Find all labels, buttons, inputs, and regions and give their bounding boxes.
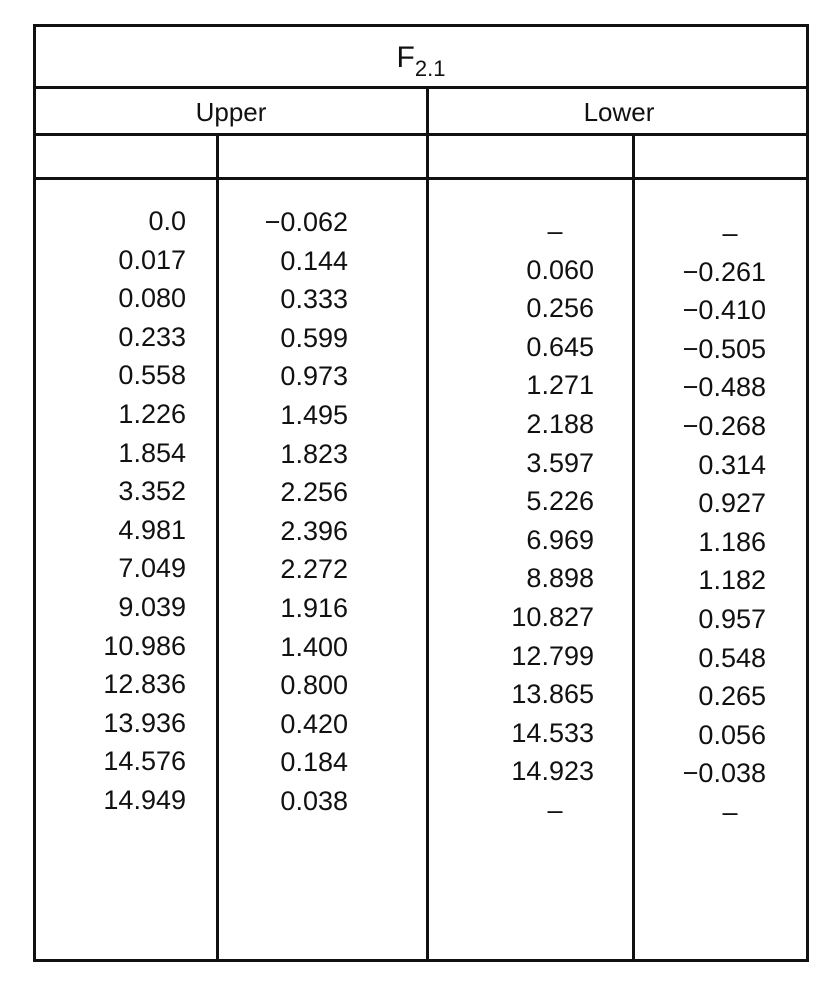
- table-cell: 13.936: [103, 707, 186, 738]
- table-cell: 0.333: [280, 284, 348, 315]
- table-cell: 5.226: [526, 486, 594, 517]
- table-cell: 2.272: [280, 554, 348, 585]
- table-cell: –: [722, 218, 738, 248]
- table-cell: 0.060: [526, 254, 594, 285]
- table-cell: 7.049: [118, 553, 186, 584]
- upper-col-2: −0.062 0.144 0.333 0.599 0.973 1.495 1.823 2.25…: [232, 203, 348, 821]
- table-cell: 0.927: [698, 488, 766, 519]
- table-cell: −0.038: [682, 758, 766, 789]
- table-cell: 4.981: [118, 514, 186, 545]
- table-cell: 0.056: [698, 719, 766, 750]
- table-cell: 0.038: [280, 785, 348, 816]
- table-cell: 3.597: [526, 447, 594, 478]
- table-cell: 0.080: [118, 283, 186, 314]
- table-cell: 14.576: [103, 746, 186, 777]
- table-cell: –: [547, 216, 563, 246]
- table-cell: 1.916: [280, 592, 348, 623]
- table-cell: 0.017: [118, 244, 186, 275]
- column-divider: [632, 133, 635, 959]
- table-cell: 2.396: [280, 515, 348, 546]
- title-subscript: 2.1: [414, 56, 446, 81]
- table-cell: 0.558: [118, 360, 186, 391]
- table-cell: 1.226: [118, 398, 186, 429]
- table-cell: 6.969: [526, 524, 594, 555]
- table-cell: 3.352: [118, 476, 186, 507]
- table-cell: 2.188: [526, 408, 594, 439]
- table-cell: 12.836: [103, 669, 186, 700]
- table-cell: 0.420: [280, 708, 348, 739]
- table-cell: −0.261: [682, 256, 766, 287]
- table-cell: 2.256: [280, 477, 348, 508]
- lower-col-1: – 0.060 0.256 0.645 1.271 2.188 3.597 5.226 6.96…: [476, 212, 594, 830]
- table-cell: 0.957: [698, 603, 766, 634]
- table-cell: 0.548: [698, 642, 766, 673]
- table-cell: 0.0: [148, 206, 186, 236]
- table-cell: 10.986: [103, 630, 186, 661]
- table-cell: 10.827: [511, 601, 594, 632]
- lower-col-2: – −0.261 −0.410 −0.505 −0.488 −0.268 0.314 0.92…: [654, 214, 766, 832]
- table-cell: 0.265: [698, 681, 766, 712]
- table-cell: −0.268: [682, 410, 766, 441]
- table-cell: 8.898: [526, 563, 594, 594]
- upper-col-1: 0.0 0.017 0.080 0.233 0.558 1.226 1.854 3.352 4.…: [56, 202, 186, 820]
- data-table: F2.1 Upper Lower 0.0 0.017 0.080 0.233 0.558…: [33, 24, 809, 962]
- table-cell: 9.039: [118, 591, 186, 622]
- table-cell: 14.923: [511, 756, 594, 787]
- table-cell: 14.949: [103, 784, 186, 815]
- table-cell: 1.823: [280, 438, 348, 469]
- table-cell: 0.144: [280, 245, 348, 276]
- divider: [36, 177, 806, 180]
- table-cell: 0.314: [698, 449, 766, 480]
- table-cell: −0.488: [682, 372, 766, 403]
- table-cell: −0.062: [264, 207, 348, 237]
- table-cell: 1.495: [280, 399, 348, 430]
- table-cell: 1.186: [698, 526, 766, 557]
- table-cell: 0.800: [280, 670, 348, 701]
- table-cell: 0.645: [526, 331, 594, 362]
- table-cell: 14.533: [511, 717, 594, 748]
- table-cell: 0.599: [280, 322, 348, 353]
- header-upper: Upper: [195, 97, 267, 127]
- table-cell: 1.854: [118, 437, 186, 468]
- table-cell: 1.182: [698, 565, 766, 596]
- table-cell: 12.799: [511, 640, 594, 671]
- table-cell: 1.400: [280, 631, 348, 662]
- table-title: F2.1: [36, 27, 806, 87]
- divider: [36, 86, 806, 89]
- table-cell: –: [722, 796, 738, 827]
- table-cell: 0.256: [526, 293, 594, 324]
- table-cell: 0.184: [280, 747, 348, 778]
- table-cell: −0.505: [682, 333, 766, 364]
- divider: [36, 133, 806, 136]
- table-cell: 0.233: [118, 321, 186, 352]
- header-lower: Lower: [583, 97, 655, 127]
- title-symbol: F: [396, 41, 415, 74]
- table-cell: −0.410: [682, 295, 766, 326]
- table-cell: 0.973: [280, 361, 348, 392]
- column-divider: [426, 86, 429, 959]
- table-cell: 1.271: [526, 370, 594, 401]
- column-divider: [216, 133, 219, 959]
- table-cell: –: [547, 794, 563, 825]
- table-cell: 13.865: [511, 679, 594, 710]
